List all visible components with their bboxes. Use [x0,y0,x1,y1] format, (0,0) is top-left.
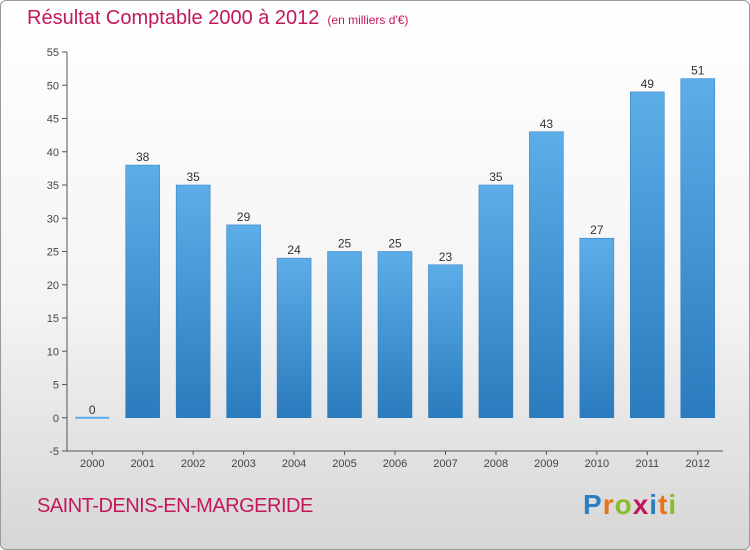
bar [75,416,110,419]
logo-letter: P [583,489,603,520]
bar [327,251,362,418]
x-tick-label: 2008 [484,458,508,470]
y-tick-label: 30 [47,213,59,225]
bar [478,184,514,418]
bar [377,251,413,418]
y-tick-label: 55 [47,47,59,59]
unit-label: (en milliers d'€) [327,13,409,27]
data-label: 0 [89,403,96,417]
data-label: 24 [287,243,301,257]
y-tick-label: 0 [53,413,59,425]
data-label: 25 [388,237,402,251]
y-tick-label: 15 [47,313,59,325]
x-tick-label: 2003 [231,458,255,470]
data-label: 27 [590,223,604,237]
data-label: 43 [540,117,554,131]
y-tick-label: 25 [47,247,59,259]
data-label: 38 [136,150,150,164]
bar [276,257,312,418]
bar [680,78,716,418]
y-tick-label: 5 [53,380,59,392]
x-tick-label: 2012 [686,458,710,470]
bar [428,264,463,418]
y-tick-label: 20 [47,280,59,292]
bar [630,91,665,419]
logo-letter: r [602,489,615,520]
y-tick-label: -5 [49,446,59,458]
data-label: 51 [691,64,705,78]
bar [175,184,211,418]
proxiti-logo: Proxiti [583,489,677,521]
x-tick-label: 2011 [635,458,659,470]
y-tick-label: 10 [47,346,59,358]
data-label: 49 [641,77,655,91]
commune-name: SAINT-DENIS-EN-MARGERIDE [37,495,313,517]
y-tick-label: 50 [47,80,59,92]
logo-letter: x [632,489,650,520]
data-label: 23 [439,250,453,264]
logo-letter: i [649,489,659,520]
x-tick-label: 2001 [130,458,154,470]
bar [226,224,261,418]
y-tick-label: 35 [47,180,59,192]
data-label: 25 [338,237,352,251]
x-tick-label: 2007 [433,458,457,470]
x-tick-label: 2000 [80,458,104,470]
x-tick-label: 2002 [181,458,205,470]
logo-letter: i [668,489,678,520]
data-label: 35 [489,170,503,184]
chart-title: Résultat Comptable 2000 à 2012 (en millie… [27,7,409,29]
data-label: 35 [186,170,200,184]
x-tick-label: 2004 [282,458,306,470]
x-tick-label: 2010 [585,458,609,470]
x-tick-label: 2009 [534,458,558,470]
data-label: 29 [237,210,251,224]
bar [125,164,160,418]
y-tick-label: 45 [47,114,59,126]
bar [529,131,564,419]
logo-letter: t [658,489,669,520]
logo-letter: o [614,489,633,520]
bar [579,237,615,418]
y-tick-label: 40 [47,147,59,159]
x-tick-label: 2006 [383,458,407,470]
x-tick-label: 2005 [332,458,356,470]
